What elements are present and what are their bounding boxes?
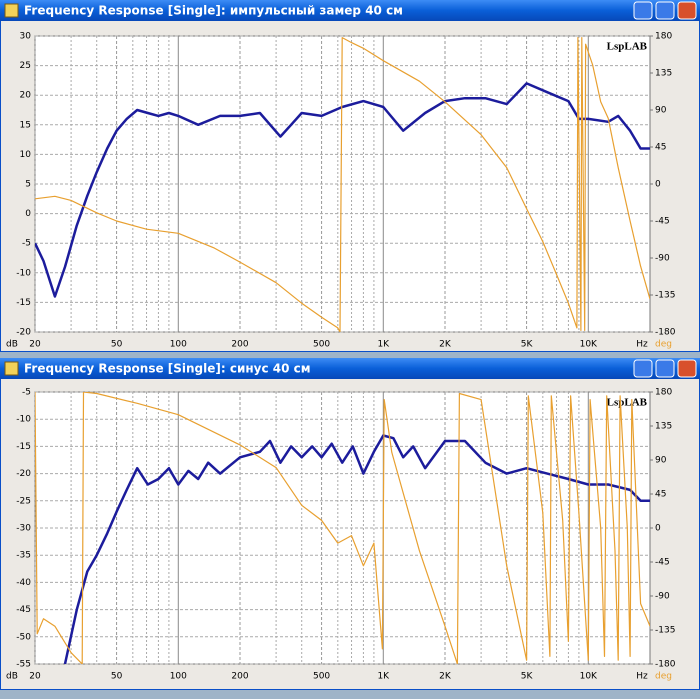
magnitude-line <box>35 82 650 298</box>
close-button[interactable] <box>677 1 697 20</box>
x-tick-label: 20 <box>29 340 41 350</box>
y2-tick-label: -180 <box>655 328 676 338</box>
maximize-button[interactable] <box>655 359 675 378</box>
y2-tick-label: 45 <box>655 490 666 500</box>
window: Frequency Response [Single]: синус 40 см… <box>0 358 700 690</box>
y2-tick-label: -45 <box>655 217 670 227</box>
y2-tick-label: 180 <box>655 388 672 398</box>
y-tick-label: -15 <box>16 298 31 308</box>
watermark: LspLAB <box>607 397 648 409</box>
y2-tick-label: 45 <box>655 143 666 153</box>
y-tick-label: 20 <box>20 91 32 101</box>
x-tick-label: 500 <box>313 340 330 350</box>
y-tick-label: -5 <box>22 239 31 249</box>
y-tick-label: 15 <box>20 120 31 130</box>
x-tick-label: 100 <box>170 672 187 682</box>
x-tick-label: 200 <box>231 672 248 682</box>
y-tick-label: -35 <box>16 551 31 561</box>
phase-line <box>35 392 650 664</box>
x-tick-label: 2K <box>439 672 452 682</box>
y-tick-label: -50 <box>16 632 31 642</box>
title-bar <box>0 358 700 379</box>
window-title: Frequency Response [Single]: импульсный … <box>24 4 403 18</box>
x-tick-label: 10K <box>580 340 598 350</box>
x-tick-label: 50 <box>111 340 123 350</box>
y2-tick-label: 0 <box>655 180 661 190</box>
y2-tick-label: 135 <box>655 422 672 432</box>
y-tick-label: -5 <box>22 388 31 398</box>
window-icon <box>4 3 19 18</box>
y-tick-label: -20 <box>16 469 31 479</box>
y2-tick-label: -90 <box>655 592 670 602</box>
y-tick-label: -30 <box>16 524 31 534</box>
x-tick-label: 10K <box>580 672 598 682</box>
x-tick-label: 100 <box>170 340 187 350</box>
x-tick-label: 500 <box>313 672 330 682</box>
maximize-button[interactable] <box>655 1 675 20</box>
window: Frequency Response [Single]: импульсный … <box>0 0 700 352</box>
window-title: Frequency Response [Single]: синус 40 см <box>24 362 311 376</box>
y2-tick-label: 90 <box>655 106 667 116</box>
x-tick-label: 200 <box>231 340 248 350</box>
watermark: LspLAB <box>607 41 648 53</box>
x-tick-label: 20 <box>29 672 41 682</box>
x-tick-label: 5K <box>521 672 534 682</box>
minimize-button[interactable] <box>633 1 653 20</box>
y2-tick-label: -45 <box>655 558 670 568</box>
x-tick-label: 1K <box>377 672 390 682</box>
y2-tick-label: 90 <box>655 456 667 466</box>
y-tick-label: -20 <box>16 328 31 338</box>
y2-tick-label: -135 <box>655 626 675 636</box>
y-tick-label: -40 <box>16 578 31 588</box>
y-axis-label: dB <box>6 340 18 350</box>
y-tick-label: -15 <box>16 442 31 452</box>
y2-tick-label: 180 <box>655 32 672 42</box>
minimize-button[interactable] <box>633 359 653 378</box>
y-tick-label: -10 <box>16 268 31 278</box>
y2-axis-label: deg <box>655 340 672 350</box>
y-tick-label: -25 <box>16 496 31 506</box>
y-tick-label: 5 <box>25 180 31 190</box>
close-button[interactable] <box>677 359 697 378</box>
y2-axis-label: deg <box>655 672 672 682</box>
y2-tick-label: -90 <box>655 254 670 264</box>
x-tick-label: 1K <box>377 340 390 350</box>
y-tick-label: -10 <box>16 415 31 425</box>
x-tick-label: 5K <box>521 340 534 350</box>
y2-tick-label: 0 <box>655 524 661 534</box>
x-axis-label: Hz <box>636 340 648 350</box>
y-tick-label: 0 <box>25 209 31 219</box>
magnitude-line <box>63 434 650 664</box>
x-tick-label: 2K <box>439 340 452 350</box>
window-icon <box>4 361 19 376</box>
x-axis-label: Hz <box>636 672 648 682</box>
x-tick-label: 50 <box>111 672 123 682</box>
y-tick-label: 30 <box>20 32 32 42</box>
y2-tick-label: -180 <box>655 660 676 670</box>
y2-tick-label: 135 <box>655 69 672 79</box>
y-tick-label: -45 <box>16 605 31 615</box>
y2-tick-label: -135 <box>655 291 675 301</box>
y-tick-label: 10 <box>20 150 32 160</box>
y-axis-label: dB <box>6 672 18 682</box>
y-tick-label: 25 <box>20 61 31 71</box>
y-tick-label: -55 <box>16 660 31 670</box>
title-bar <box>0 0 700 21</box>
phase-line <box>35 37 650 332</box>
